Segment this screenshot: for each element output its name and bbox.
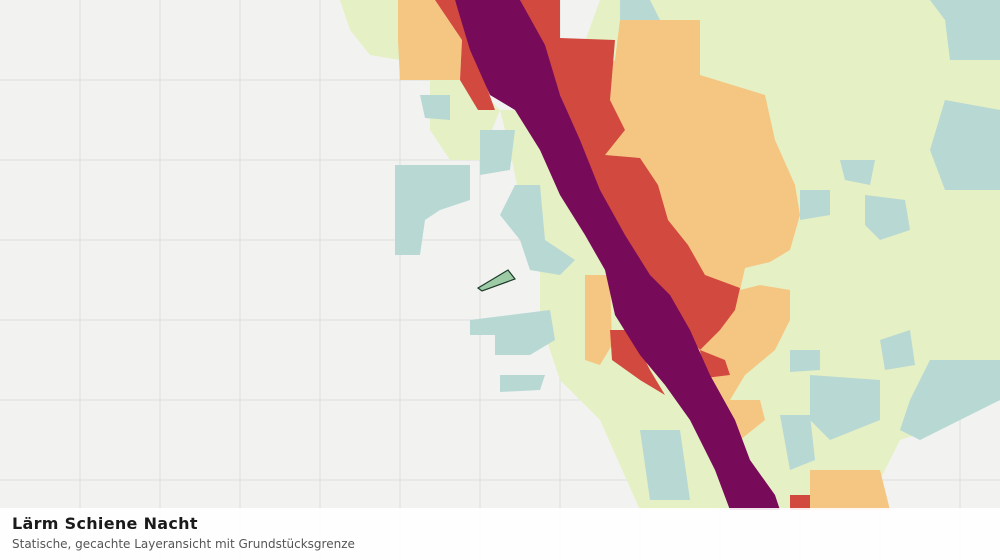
caption-panel: Lärm Schiene Nacht Statische, gecachte L… [0, 508, 1000, 560]
map-subtitle: Statische, gecachte Layeransicht mit Gru… [12, 537, 355, 551]
map-title: Lärm Schiene Nacht [12, 514, 198, 533]
parcel [476, 269, 516, 292]
noise-zone-very-high [455, 0, 780, 510]
noise-zone-high [435, 0, 810, 510]
patch [395, 0, 1000, 500]
